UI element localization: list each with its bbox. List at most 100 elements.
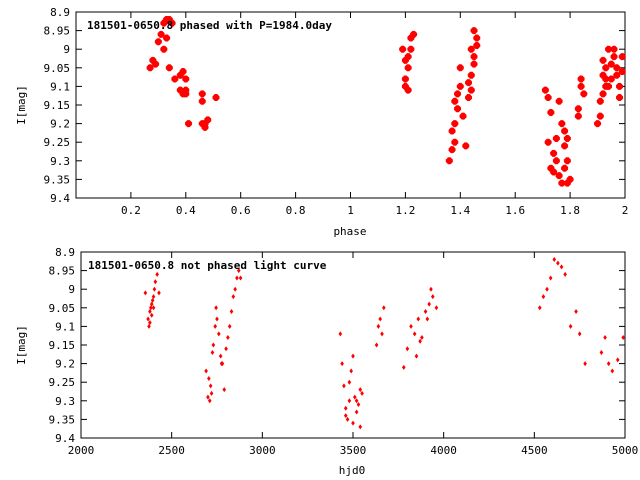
data-point <box>602 75 610 83</box>
data-point <box>211 342 216 348</box>
data-point <box>618 53 626 61</box>
data-point <box>596 112 604 120</box>
x-tick-label: 1.6 <box>505 204 525 217</box>
data-point <box>229 309 234 315</box>
data-point <box>552 134 560 142</box>
data-point <box>208 383 213 389</box>
phased-light-curve-panel: 8.9 8.95 9 9.05 9.1 9.15 9.2 9.25 9.3 9.35 9.4 0.2… <box>15 6 628 238</box>
y-tick-label: 9.35 <box>44 173 71 186</box>
data-point <box>206 394 210 400</box>
data-point <box>599 349 604 355</box>
data-point <box>434 305 439 311</box>
data-point <box>233 286 237 292</box>
data-point <box>213 323 217 329</box>
x-tick-label: 2500 <box>158 444 185 457</box>
data-point <box>347 398 352 404</box>
y-tick-label: 8.9 <box>50 6 70 19</box>
data-point <box>561 164 569 172</box>
x-tick-label: 4500 <box>521 444 548 457</box>
data-point <box>425 316 430 322</box>
data-point <box>204 116 212 124</box>
chart-title: 181501-0650.8 phased with P=1984.0day <box>87 19 332 32</box>
data-point <box>343 405 348 411</box>
data-point <box>226 335 230 341</box>
data-point <box>613 64 621 72</box>
data-point <box>574 105 582 113</box>
data-point <box>420 335 424 341</box>
data-point <box>151 305 156 311</box>
data-point <box>217 331 221 337</box>
x-tick-label: 3000 <box>249 444 276 457</box>
data-point <box>451 97 459 105</box>
data-point <box>547 108 555 116</box>
data-point <box>467 86 475 94</box>
data-point <box>155 271 159 277</box>
unphased-light-curve-panel: 8.9 8.95 9 9.05 9.1 9.15 9.2 9.25 9.3 9.35 9.4 200… <box>15 246 638 477</box>
data-point <box>470 27 478 35</box>
y-tick-label: 9.4 <box>50 192 70 205</box>
data-point <box>555 97 563 105</box>
y-tick-label: 8.95 <box>49 265 76 278</box>
chart-title: 181501-0650.8 not phased light curve <box>88 259 327 272</box>
y-tick-label: 9.1 <box>50 80 70 93</box>
y-tick-label: 9.3 <box>50 155 70 168</box>
data-point <box>343 413 348 419</box>
data-point <box>615 357 620 363</box>
data-point <box>351 353 355 359</box>
data-point <box>349 368 353 374</box>
data-point <box>198 120 206 128</box>
data-point <box>602 64 610 72</box>
data-point <box>152 60 160 68</box>
data-point <box>185 120 193 128</box>
data-point <box>566 175 574 183</box>
data-point <box>558 179 566 187</box>
data-point <box>182 75 190 83</box>
data-point <box>153 279 158 285</box>
data-point <box>467 71 475 79</box>
data-point <box>599 90 607 98</box>
data-point <box>603 335 607 341</box>
data-point <box>550 168 558 176</box>
y-axis: 8.9 8.95 9 9.05 9.1 9.15 9.2 9.25 9.3 9.35 9.4 <box>44 6 625 205</box>
y-tick-label: 9.1 <box>55 320 75 333</box>
data-point <box>160 45 168 53</box>
data-point <box>583 361 587 367</box>
data-point <box>163 34 171 42</box>
data-point <box>151 294 156 300</box>
data-point <box>165 64 173 72</box>
data-point <box>354 409 359 415</box>
y-tick-label: 9.4 <box>55 432 75 445</box>
data-point <box>423 309 428 315</box>
data-point <box>214 305 218 311</box>
data-point <box>353 394 357 400</box>
data-point <box>462 142 470 150</box>
data-point <box>360 390 364 396</box>
data-point <box>465 79 473 87</box>
data-point <box>541 86 549 94</box>
data-point <box>470 53 478 61</box>
data-point <box>594 120 602 128</box>
data-point <box>558 120 566 128</box>
data-point <box>146 64 154 72</box>
y-tick-label: 9.3 <box>55 395 75 408</box>
data-point <box>235 275 239 281</box>
y-tick-label: 9.05 <box>49 302 76 315</box>
data-points <box>146 15 626 187</box>
data-point <box>150 297 155 303</box>
data-point <box>555 172 563 180</box>
data-point <box>179 68 187 76</box>
data-point <box>198 90 206 98</box>
y-tick-label: 9.2 <box>55 358 75 371</box>
y-tick-label: 9.2 <box>50 118 70 131</box>
data-point <box>610 45 618 53</box>
data-point <box>416 316 421 322</box>
data-point <box>148 320 152 326</box>
data-point <box>465 94 473 102</box>
data-point <box>356 402 361 408</box>
data-point <box>418 338 422 344</box>
data-point <box>563 157 571 165</box>
y-axis-title: I[mag] <box>15 85 28 125</box>
data-point <box>607 60 615 68</box>
data-point <box>580 90 588 98</box>
data-point <box>210 349 215 355</box>
